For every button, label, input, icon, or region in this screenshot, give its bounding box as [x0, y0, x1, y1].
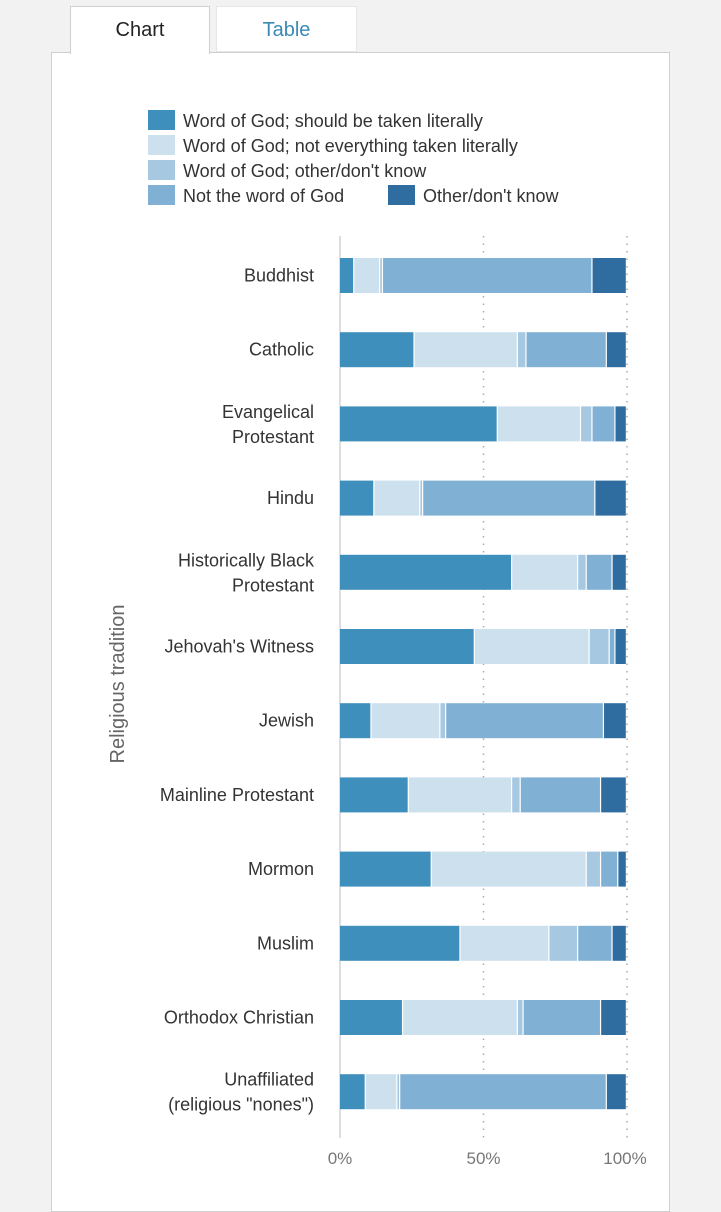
bar-segment	[523, 1000, 600, 1035]
legend-entry: Other/don't know	[423, 186, 560, 206]
bar-segment	[374, 480, 420, 516]
bar-segment	[423, 480, 595, 516]
bar-segment	[549, 925, 578, 961]
category-labels: Buddhist Catholic Evangelical Protestant Hin…	[160, 266, 315, 1115]
category-label: Protestant	[232, 427, 314, 447]
bar-segment	[397, 1074, 400, 1110]
bar-segment	[618, 851, 626, 887]
category-label: Hindu	[267, 488, 314, 508]
category-label: Unaffiliated	[224, 1070, 314, 1090]
category-label: Protestant	[232, 575, 314, 595]
category-label: (religious "nones")	[168, 1095, 314, 1115]
bar-segment	[586, 554, 612, 590]
category-label: Evangelical	[222, 402, 314, 422]
bar-segment	[383, 258, 592, 293]
bar-segment	[517, 332, 526, 368]
bar-segment	[420, 480, 423, 516]
bar-segment	[612, 554, 626, 590]
category-label: Jewish	[259, 711, 314, 731]
bar-segment	[578, 925, 612, 961]
bar-segment	[340, 480, 374, 516]
bar-segment	[578, 554, 586, 590]
legend-swatch	[148, 110, 175, 130]
bar-segment	[340, 1074, 365, 1110]
legend-entry: Word of God; other/don't know	[183, 161, 427, 181]
category-label: Mainline Protestant	[160, 785, 314, 805]
bar-segment	[474, 629, 589, 664]
bar-segment	[340, 703, 371, 739]
bar-segment	[408, 777, 511, 813]
x-tick-label: 50%	[466, 1149, 500, 1168]
bar-segment	[431, 851, 586, 887]
bar-segment	[520, 777, 600, 813]
bar-segment	[606, 332, 626, 368]
bar-segment	[403, 1000, 517, 1035]
bar-segment	[340, 1000, 402, 1035]
bar-segment	[400, 1074, 606, 1110]
category-label: Jehovah's Witness	[164, 637, 314, 657]
legend-swatch	[148, 135, 175, 155]
bar-segment	[340, 258, 354, 293]
bar-segment	[601, 777, 626, 813]
bar-segment	[354, 258, 379, 293]
bar-segment	[526, 332, 606, 368]
category-label: Orthodox Christian	[164, 1008, 314, 1028]
bar-segment	[606, 1074, 626, 1110]
bar-segment	[595, 480, 626, 516]
bar-segment	[592, 406, 615, 442]
x-axis-ticks: 0% 50% 100%	[328, 1149, 647, 1168]
bar-segment	[340, 629, 474, 664]
gridlines	[339, 236, 628, 1138]
bar-segment	[340, 851, 431, 887]
bar-segment	[340, 406, 497, 442]
bar-segment	[414, 332, 517, 368]
x-tick-label: 100%	[603, 1149, 646, 1168]
bars	[340, 258, 626, 1110]
category-label: Buddhist	[244, 266, 314, 286]
bar-segment	[460, 925, 549, 961]
bar-segment	[586, 851, 600, 887]
bar-segment	[517, 1000, 523, 1035]
category-label: Mormon	[248, 859, 314, 879]
bar-segment	[512, 777, 520, 813]
bar-segment	[380, 258, 382, 293]
category-label: Historically Black	[178, 550, 315, 570]
bar-segment	[512, 554, 578, 590]
bar-segment	[340, 925, 460, 961]
legend-swatch	[148, 160, 175, 180]
bar-segment	[340, 777, 408, 813]
tab-chart[interactable]: Chart	[70, 6, 210, 54]
legend-swatch	[148, 185, 175, 205]
bar-segment	[365, 1074, 397, 1110]
bar-segment	[581, 406, 592, 442]
bar-segment	[589, 629, 609, 664]
y-axis-title: Religious tradition	[107, 605, 129, 764]
legend-entry: Word of God; should be taken literally	[183, 111, 483, 131]
category-label: Catholic	[249, 340, 314, 360]
bar-segment	[604, 703, 626, 739]
bar-segment	[340, 554, 511, 590]
legend-entry: Not the word of God	[183, 186, 344, 206]
bar-segment	[371, 703, 440, 739]
bar-segment	[615, 406, 626, 442]
bar-segment	[601, 851, 618, 887]
bar-segment	[601, 1000, 626, 1035]
legend-entry: Word of God; not everything taken litera…	[183, 136, 518, 156]
bar-segment	[592, 258, 626, 293]
bar-segment	[446, 703, 603, 739]
bar-segment	[340, 332, 414, 368]
bar-segment	[615, 629, 626, 664]
legend: Word of God; should be taken literally Wo…	[148, 110, 560, 206]
x-tick-label: 0%	[328, 1149, 353, 1168]
bar-segment	[440, 703, 445, 739]
legend-swatch	[388, 185, 415, 205]
bar-segment	[612, 925, 626, 961]
tab-table[interactable]: Table	[216, 6, 357, 52]
bar-segment	[609, 629, 615, 664]
bar-segment	[497, 406, 580, 442]
category-label: Muslim	[257, 933, 314, 953]
